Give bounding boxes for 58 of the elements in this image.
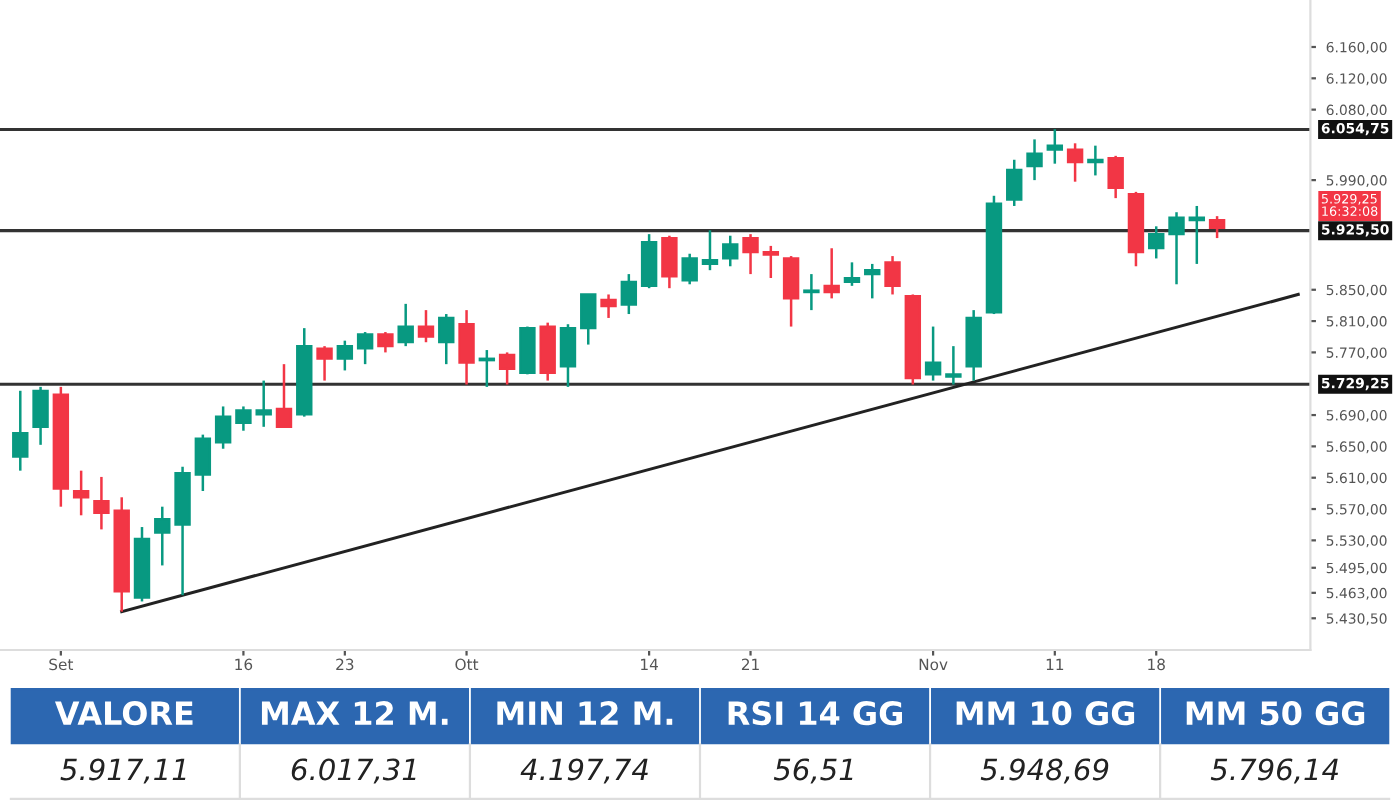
candlestick: [377, 330, 394, 354]
candlestick: [884, 254, 901, 296]
text: 5.796,14: [1210, 758, 1339, 784]
candlestick: [214, 405, 232, 450]
candlestick: [194, 433, 212, 493]
candlestick: [1087, 144, 1104, 177]
candlestick: [620, 272, 638, 316]
candlestick: [275, 362, 293, 429]
candlestick: [1188, 204, 1206, 266]
candlestick: [1107, 154, 1124, 200]
category-label: MM 10 GG: [956, 701, 1135, 726]
text: 4.197,74: [520, 758, 648, 784]
candlestick: [843, 261, 861, 288]
candlestick: [1168, 210, 1185, 286]
candlestick: [1066, 142, 1084, 183]
text: 6.017,31: [291, 758, 416, 784]
category-label: VALORE: [54, 701, 193, 726]
candlestick: [640, 232, 658, 290]
candlestick: [356, 330, 374, 366]
candlestick: [1046, 127, 1064, 165]
candlestick: [559, 322, 577, 389]
candlestick: [154, 505, 171, 567]
candlestick: [762, 244, 780, 280]
candlestick: [397, 302, 414, 348]
text: 5.917,11: [60, 758, 186, 784]
category-label: MM 50 GG: [1186, 701, 1365, 726]
candlestick: [539, 321, 556, 382]
candlestick: [580, 293, 597, 346]
text: 5.948,69: [980, 758, 1109, 784]
category-label: MAX 12 M.: [261, 701, 448, 725]
candlestick: [1026, 138, 1043, 182]
candlestick: [417, 308, 435, 344]
candlestick: [681, 252, 698, 286]
candlestick: [701, 228, 719, 272]
category-label: RSI 14 GG: [728, 701, 902, 726]
candlestick: [661, 234, 678, 290]
text: 56,51: [773, 758, 853, 784]
candlestick: [864, 262, 881, 300]
candlestick: [722, 234, 739, 268]
candlestick: [12, 389, 29, 472]
candlestick: [316, 344, 333, 382]
candlestick: [600, 293, 617, 320]
candlestick: [782, 254, 800, 328]
candlestick: [1208, 214, 1226, 240]
category-label: MIN 12 M.: [497, 701, 673, 725]
candlestick: [336, 339, 354, 372]
candlestick: [498, 351, 516, 386]
candlestick: [742, 232, 759, 276]
candlestick: [1148, 225, 1165, 260]
candlestick: [72, 469, 90, 517]
candlestick: [823, 247, 840, 300]
candlestick: [924, 325, 942, 382]
candlestick: [1006, 158, 1023, 208]
candlestick: [32, 385, 49, 447]
candlestick: [438, 312, 455, 366]
candlestick: [945, 344, 962, 386]
candlestick: [458, 308, 475, 386]
candlestick: [803, 272, 820, 312]
